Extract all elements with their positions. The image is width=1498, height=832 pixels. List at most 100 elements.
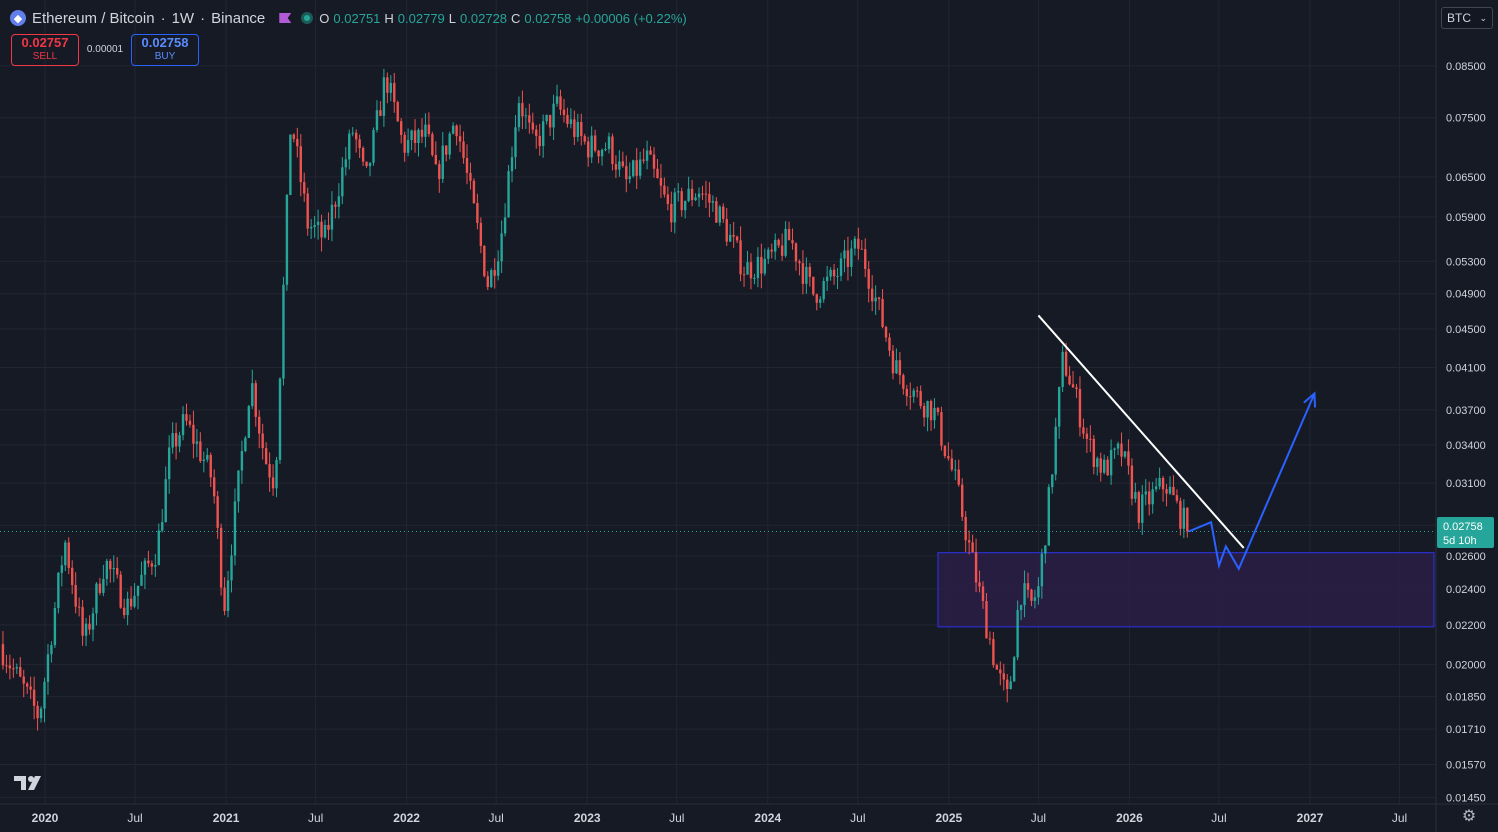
candle-body <box>677 191 680 193</box>
candle-body <box>483 245 486 277</box>
candle-body <box>479 222 483 246</box>
candle-body <box>268 463 271 478</box>
price-tick-label: 0.05900 <box>1446 212 1486 224</box>
candle-body <box>933 407 936 421</box>
candle-body <box>91 613 95 630</box>
candle-body <box>216 496 219 528</box>
candle-body <box>1130 465 1134 499</box>
candle-body <box>365 161 368 167</box>
candle-body <box>382 77 386 116</box>
high-key: H <box>384 10 394 26</box>
candle-body <box>1099 458 1102 473</box>
candle-body <box>258 416 261 434</box>
price-tick-label: 0.02200 <box>1446 620 1486 632</box>
candle-body <box>261 433 264 449</box>
candle-body <box>770 249 773 252</box>
buy-button[interactable]: 0.02758 BUY <box>131 34 199 66</box>
time-tick-label: 2025 <box>936 811 963 825</box>
tradingview-logo-icon[interactable] <box>14 774 46 792</box>
candle-body <box>240 451 244 471</box>
candle-body <box>1012 657 1016 682</box>
flag-icon[interactable] <box>279 13 292 23</box>
candle-body <box>150 563 154 567</box>
low-value: 0.02728 <box>460 10 508 26</box>
gear-icon[interactable]: ⚙ <box>1461 808 1477 825</box>
time-tick-label: 2026 <box>1116 811 1143 825</box>
candle-body <box>237 470 240 502</box>
candle-body <box>1016 610 1019 658</box>
candle-body <box>157 530 160 565</box>
candle-body <box>967 540 971 543</box>
candle-body <box>389 82 393 93</box>
candle-body <box>895 360 898 374</box>
time-axis[interactable]: 2020 Jul 2021 Jul 2022 Jul 2023 Jul 2024 Jul 2025 J… <box>32 811 1408 825</box>
candle-body <box>1078 389 1082 428</box>
candle-body <box>670 203 673 223</box>
candle-body <box>659 178 663 186</box>
candle-body <box>271 477 275 489</box>
sell-button[interactable]: 0.02757 SELL <box>11 34 79 66</box>
candle-body <box>964 516 967 541</box>
candle-body <box>244 437 247 452</box>
candle-body <box>119 574 122 608</box>
time-tick-label: Jul <box>1031 811 1046 825</box>
buy-price: 0.02758 <box>141 35 189 50</box>
candle-body <box>361 147 365 162</box>
time-tick-label: Jul <box>308 811 323 825</box>
price-tick-label: 0.01850 <box>1446 692 1486 704</box>
candle-body <box>64 542 67 566</box>
candle-body <box>1082 427 1085 434</box>
symbol-interval[interactable]: 1W <box>171 9 195 27</box>
candle-body <box>109 560 112 570</box>
candle-body <box>445 145 448 155</box>
candle-body <box>181 414 185 436</box>
candle-body <box>753 277 756 279</box>
candle-body <box>877 297 881 300</box>
candle-body <box>337 196 341 207</box>
candle-body <box>289 134 292 195</box>
candle-body <box>39 708 43 719</box>
candle-body <box>732 234 735 237</box>
candle-body <box>116 568 119 575</box>
candle-body <box>1006 679 1009 690</box>
candle-body <box>538 135 541 147</box>
candle-body <box>780 245 784 256</box>
candle-body <box>1102 459 1106 473</box>
candle-body <box>815 294 818 303</box>
candle-body <box>943 445 947 457</box>
candle-body <box>285 194 289 285</box>
price-tick-label: 0.07500 <box>1446 113 1486 125</box>
candle-body <box>559 96 562 110</box>
candle-body <box>957 469 960 485</box>
candle-body <box>635 160 638 176</box>
candle-body <box>1026 583 1030 590</box>
price-axis[interactable]: 0.08500 0.07500 0.06500 0.05900 0.05300 0.049… <box>1446 61 1486 804</box>
candle-body <box>199 441 202 462</box>
close-key: C <box>511 10 521 26</box>
candle-body <box>185 414 188 421</box>
symbol-pair[interactable]: Ethereum / Bitcoin <box>32 9 155 27</box>
candle-body <box>535 129 538 136</box>
candle-body <box>226 580 230 612</box>
candle-body <box>251 383 254 407</box>
candle-body <box>427 124 431 135</box>
candle-body <box>292 134 296 139</box>
sell-price: 0.02757 <box>21 35 69 50</box>
candle-body <box>1158 477 1161 487</box>
candle-body <box>971 542 974 553</box>
candle-body <box>590 135 593 158</box>
candle-body <box>1089 438 1092 440</box>
candle-body <box>524 115 528 117</box>
currency-select[interactable]: BTC ⌄ <box>1441 7 1493 29</box>
price-tick-label: 0.06500 <box>1446 172 1486 184</box>
candle-body <box>469 172 472 181</box>
candle-body <box>254 383 257 417</box>
last-price-value: 0.02758 <box>1443 521 1483 533</box>
candle-body <box>514 127 517 158</box>
open-value: 0.02751 <box>333 10 381 26</box>
candle-body <box>763 258 767 274</box>
candle-body <box>722 206 725 219</box>
candle-body <box>441 145 444 179</box>
candle-body <box>950 458 954 470</box>
